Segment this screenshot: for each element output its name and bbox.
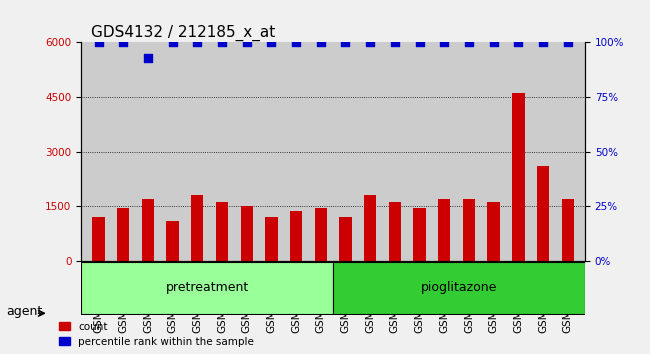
Bar xyxy=(216,202,228,261)
Bar xyxy=(315,208,327,261)
Point xyxy=(217,40,228,45)
FancyBboxPatch shape xyxy=(333,262,585,314)
Text: GDS4132 / 212185_x_at: GDS4132 / 212185_x_at xyxy=(91,25,276,41)
Point xyxy=(118,40,129,45)
Bar xyxy=(240,206,253,261)
Point xyxy=(463,40,474,45)
Point xyxy=(143,55,153,61)
Bar xyxy=(488,202,500,261)
Bar xyxy=(438,199,450,261)
Legend: count, percentile rank within the sample: count, percentile rank within the sample xyxy=(57,319,256,349)
Bar xyxy=(364,195,376,261)
Point xyxy=(340,40,350,45)
Bar xyxy=(191,195,203,261)
Text: agent: agent xyxy=(6,305,43,318)
Point xyxy=(365,40,375,45)
Point xyxy=(538,40,548,45)
Bar xyxy=(339,217,352,261)
Bar xyxy=(413,208,426,261)
Point xyxy=(291,40,302,45)
Bar xyxy=(562,199,574,261)
Point xyxy=(192,40,203,45)
Bar xyxy=(389,202,401,261)
Bar xyxy=(463,199,475,261)
FancyBboxPatch shape xyxy=(81,262,333,314)
Bar xyxy=(265,217,278,261)
Point xyxy=(414,40,424,45)
Point xyxy=(168,40,178,45)
Bar xyxy=(142,199,154,261)
Point xyxy=(389,40,400,45)
Bar xyxy=(92,217,105,261)
Bar xyxy=(166,221,179,261)
Point xyxy=(242,40,252,45)
Text: pretreatment: pretreatment xyxy=(166,281,249,294)
Point xyxy=(562,40,573,45)
Bar xyxy=(290,211,302,261)
Bar xyxy=(512,93,525,261)
Point xyxy=(94,40,104,45)
Point xyxy=(266,40,277,45)
Bar xyxy=(537,166,549,261)
Point xyxy=(513,40,523,45)
Text: pioglitazone: pioglitazone xyxy=(421,281,497,294)
Point xyxy=(439,40,449,45)
Point xyxy=(316,40,326,45)
Point xyxy=(488,40,499,45)
Bar xyxy=(117,208,129,261)
